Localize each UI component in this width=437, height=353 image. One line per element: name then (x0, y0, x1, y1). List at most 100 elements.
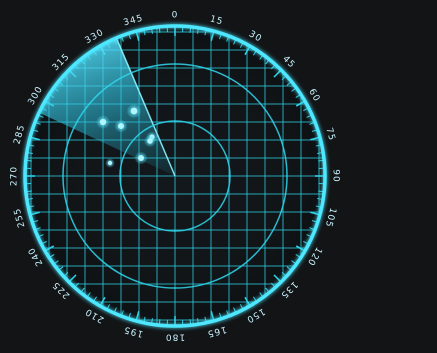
minor-tick-mark (270, 64, 276, 70)
major-tick-mark (310, 136, 320, 141)
minor-tick-mark (143, 316, 146, 322)
minor-tick-mark (317, 198, 323, 200)
sweep-leading-edge (115, 37, 176, 177)
major-tick-mark (295, 245, 305, 252)
minor-tick-mark (197, 28, 199, 34)
minor-tick-mark (259, 292, 263, 297)
bearing-label-75: 75 (323, 127, 336, 143)
major-tick-mark (273, 274, 281, 282)
minor-tick-mark (26, 190, 32, 193)
major-tick-mark (244, 46, 251, 56)
minor-tick-mark (318, 159, 324, 162)
minor-tick-mark (29, 144, 35, 147)
minor-tick-mark (233, 307, 237, 313)
minor-tick-mark (318, 190, 324, 193)
minor-tick-mark (317, 152, 323, 154)
bearing-label-105: 105 (323, 206, 338, 228)
outer-range-ring (23, 24, 327, 328)
minor-tick-mark (253, 50, 257, 56)
minor-tick-mark (151, 318, 153, 324)
minor-tick-mark (265, 59, 270, 65)
minor-tick-mark (29, 205, 35, 208)
minor-tick-mark (58, 266, 64, 271)
major-tick-mark (135, 31, 140, 41)
middle-range-ring (62, 63, 288, 289)
minor-tick-mark (311, 129, 317, 132)
minor-tick-mark (315, 205, 321, 208)
minor-tick-mark (226, 310, 229, 316)
inner-range-ring (119, 120, 231, 232)
major-tick-mark (69, 274, 77, 282)
bearing-label-285: 285 (13, 123, 28, 145)
minor-tick-mark (311, 220, 317, 223)
bearing-label-345: 345 (122, 14, 144, 29)
bearing-label-165: 165 (205, 324, 227, 339)
minor-tick-mark (38, 234, 44, 238)
bearing-label-30: 30 (247, 29, 264, 44)
minor-tick-mark (151, 28, 153, 34)
minor-tick-mark (226, 36, 229, 42)
minor-tick-mark (128, 312, 131, 318)
minor-tick-mark (204, 30, 207, 36)
minor-tick-mark (143, 30, 146, 36)
minor-tick-mark (158, 319, 161, 325)
minor-tick-mark (265, 287, 270, 293)
minor-tick-mark (197, 318, 199, 324)
minor-tick-mark (286, 81, 292, 86)
minor-tick-mark (121, 310, 124, 316)
minor-tick-mark (158, 27, 161, 33)
bearing-label-15: 15 (209, 14, 225, 27)
minor-tick-mark (80, 287, 85, 293)
target-blip-icon (118, 123, 124, 129)
minor-tick-mark (233, 39, 237, 45)
minor-tick-mark (219, 312, 222, 318)
minor-tick-mark (35, 227, 41, 230)
bearing-label-255: 255 (13, 206, 28, 228)
minor-tick-mark (219, 34, 222, 40)
minor-tick-mark (42, 240, 47, 245)
minor-tick-mark (204, 316, 207, 322)
minor-tick-mark (306, 114, 312, 118)
radar-sweep-layer (39, 37, 176, 177)
radar-sweep-beam (39, 37, 175, 176)
minor-tick-mark (106, 304, 111, 309)
minor-tick-mark (38, 114, 44, 118)
minor-tick-mark (33, 220, 39, 223)
major-tick-mark (135, 311, 140, 321)
minor-tick-mark (303, 107, 308, 112)
major-tick-mark (210, 31, 215, 41)
minor-tick-mark (49, 254, 55, 258)
minor-tick-mark (189, 319, 192, 325)
major-tick-mark (244, 296, 251, 306)
minor-tick-mark (315, 144, 321, 147)
bearing-label-90: 90 (331, 169, 341, 182)
minor-tick-mark (306, 234, 312, 238)
bearing-label-180: 180 (165, 332, 185, 342)
minor-tick-mark (27, 198, 33, 200)
minor-tick-mark (309, 227, 315, 230)
major-tick-mark (30, 211, 40, 216)
major-tick-mark (30, 136, 40, 141)
major-tick-mark (99, 296, 106, 306)
bearing-label-0: 0 (172, 11, 179, 21)
minor-tick-mark (121, 36, 124, 42)
minor-tick-mark (286, 266, 292, 271)
minor-tick-mark (303, 240, 308, 245)
minor-tick-mark (291, 88, 296, 92)
target-blip-icon (107, 160, 113, 166)
target-blip-icon (147, 138, 153, 144)
target-blip-icon (138, 155, 144, 161)
minor-tick-mark (291, 260, 296, 264)
minor-tick-mark (128, 34, 131, 40)
minor-tick-mark (93, 296, 97, 302)
minor-tick-mark (189, 27, 192, 33)
minor-tick-mark (295, 254, 301, 258)
minor-tick-mark (26, 159, 32, 162)
bearing-label-60: 60 (306, 87, 321, 104)
minor-tick-mark (309, 122, 315, 125)
bearing-label-195: 195 (122, 324, 144, 339)
minor-tick-mark (63, 271, 69, 277)
major-tick-mark (273, 70, 281, 78)
